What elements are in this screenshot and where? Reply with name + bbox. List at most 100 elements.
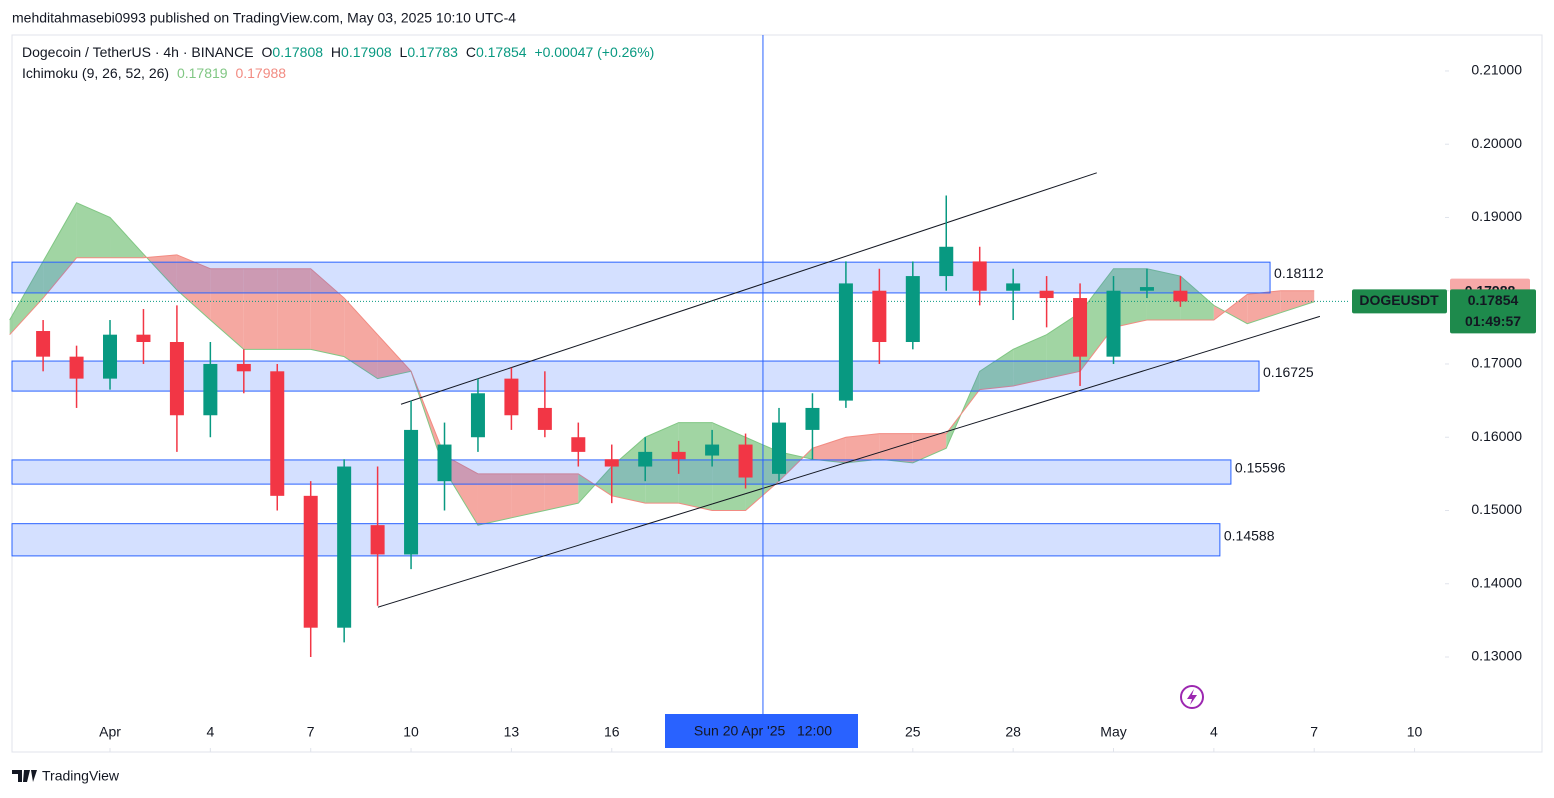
cloud-segment bbox=[544, 473, 579, 511]
y-tick-label: 0.20000 bbox=[1471, 135, 1522, 151]
brand-logo bbox=[12, 770, 37, 782]
cloud-span bbox=[9, 254, 1315, 511]
cloud-segment bbox=[9, 261, 44, 335]
candle-body bbox=[103, 334, 118, 379]
cloud-segment bbox=[845, 433, 880, 463]
candle-body bbox=[638, 451, 653, 467]
candle-body bbox=[136, 334, 151, 343]
last-price-tag-bg bbox=[1450, 289, 1536, 334]
crosshair-label-bg bbox=[665, 714, 858, 748]
candle-body bbox=[838, 283, 853, 401]
candle-body bbox=[805, 407, 820, 430]
candle-body bbox=[571, 437, 586, 452]
cloud-segment bbox=[879, 433, 913, 463]
indicator-value: 0.17988 bbox=[235, 65, 286, 81]
candle-body bbox=[1106, 290, 1121, 357]
x-tick-label: 16 bbox=[604, 724, 620, 740]
x-tick-label: 4 bbox=[1210, 724, 1218, 740]
y-tick-label: 0.15000 bbox=[1471, 501, 1522, 517]
ohlc-value: 0.17783 bbox=[407, 44, 458, 60]
cloud-segment bbox=[277, 268, 311, 350]
cloud-segment bbox=[1113, 268, 1147, 328]
candle-body bbox=[337, 466, 352, 628]
candle-body bbox=[1039, 290, 1054, 299]
x-tick-label: 4 bbox=[206, 724, 214, 740]
change: +0.00047 (+0.26%) bbox=[534, 44, 654, 60]
crosshair-label: Sun 20 Apr '25 12:00 bbox=[694, 723, 832, 739]
cloud-segment bbox=[712, 422, 746, 511]
zone-label: 0.18112 bbox=[1274, 265, 1324, 281]
candle-body bbox=[1006, 283, 1021, 291]
candle-body bbox=[470, 393, 485, 438]
indicator-legend: Ichimoku (9, 26, 52, 26) 0.17819 0.17988 bbox=[22, 65, 286, 81]
cloud-segment bbox=[511, 473, 545, 518]
cloud-segment bbox=[812, 437, 846, 463]
x-tick-label: 10 bbox=[1407, 724, 1423, 740]
alert-icon[interactable] bbox=[1180, 685, 1204, 709]
candle-body bbox=[203, 363, 218, 416]
candle-body bbox=[905, 276, 920, 343]
ohlc-value: 0.17908 bbox=[341, 44, 392, 60]
x-tick-label: 25 bbox=[905, 724, 921, 740]
cloud-segment bbox=[912, 433, 947, 463]
cloud-segment bbox=[1180, 276, 1214, 321]
zone-label: 0.14588 bbox=[1224, 527, 1275, 543]
cloud-segment bbox=[1213, 294, 1248, 324]
candle-body bbox=[939, 246, 954, 277]
candle-body bbox=[1173, 290, 1188, 302]
cloud-segment bbox=[243, 268, 278, 350]
candle-body bbox=[772, 422, 787, 474]
zone bbox=[11, 523, 1221, 557]
zone bbox=[11, 360, 1260, 392]
ohlc-value: 0.17808 bbox=[272, 44, 323, 60]
y-tick-label: 0.13000 bbox=[1471, 648, 1522, 664]
candle-body bbox=[738, 444, 753, 478]
cloud-segment bbox=[210, 268, 244, 350]
symbol-legend: Dogecoin / TetherUS · 4h · BINANCE O0.17… bbox=[22, 44, 654, 60]
candle-body bbox=[537, 407, 552, 430]
candle-body bbox=[404, 429, 419, 555]
cloud-segment bbox=[344, 298, 378, 379]
y-tick-label: 0.21000 bbox=[1471, 62, 1522, 78]
candle-body bbox=[604, 459, 619, 467]
candle-body bbox=[370, 525, 385, 555]
candle-body bbox=[36, 331, 51, 357]
candle-body bbox=[972, 261, 987, 291]
x-tick-label: 7 bbox=[307, 724, 315, 740]
x-tick-label: Apr bbox=[99, 724, 121, 740]
symbol-tag: DOGEUSDT bbox=[1359, 292, 1439, 308]
zone-label: 0.16725 bbox=[1263, 364, 1314, 380]
last-price-tag: 0.17854 bbox=[1468, 292, 1519, 308]
x-tick-label: 10 bbox=[403, 724, 419, 740]
ohlc-value: 0.17854 bbox=[476, 44, 527, 60]
cloud-segment bbox=[176, 254, 211, 321]
candle-body bbox=[69, 356, 84, 379]
y-tick-label: 0.19000 bbox=[1471, 208, 1522, 224]
candle-body bbox=[303, 495, 318, 628]
brand: TradingView bbox=[42, 768, 120, 784]
y-tick-label: 0.17000 bbox=[1471, 355, 1522, 371]
cloud-segment bbox=[477, 473, 512, 526]
candle-body bbox=[169, 342, 184, 416]
cloud-segment bbox=[110, 217, 144, 258]
candle-body bbox=[270, 371, 285, 496]
candle-body bbox=[504, 378, 519, 416]
zone bbox=[11, 261, 1271, 294]
cloud-segment bbox=[377, 334, 412, 379]
cloud-segment bbox=[1146, 268, 1181, 321]
cloud-segment bbox=[43, 202, 77, 299]
candle-body bbox=[671, 451, 686, 460]
candle-body bbox=[1073, 298, 1088, 357]
trendline bbox=[400, 172, 1097, 405]
zone-label: 0.15596 bbox=[1235, 460, 1286, 476]
x-tick-label: May bbox=[1100, 724, 1126, 740]
cloud-segment bbox=[1013, 334, 1047, 386]
cloud-segment bbox=[645, 422, 679, 504]
cloud-segment bbox=[1080, 268, 1114, 372]
cloud-segment bbox=[444, 455, 478, 526]
ohlc-label: L bbox=[400, 44, 408, 60]
candle-body bbox=[437, 444, 452, 482]
zone bbox=[11, 459, 1232, 485]
cloud-segment bbox=[979, 349, 1014, 390]
ohlc-label: O bbox=[262, 44, 273, 60]
